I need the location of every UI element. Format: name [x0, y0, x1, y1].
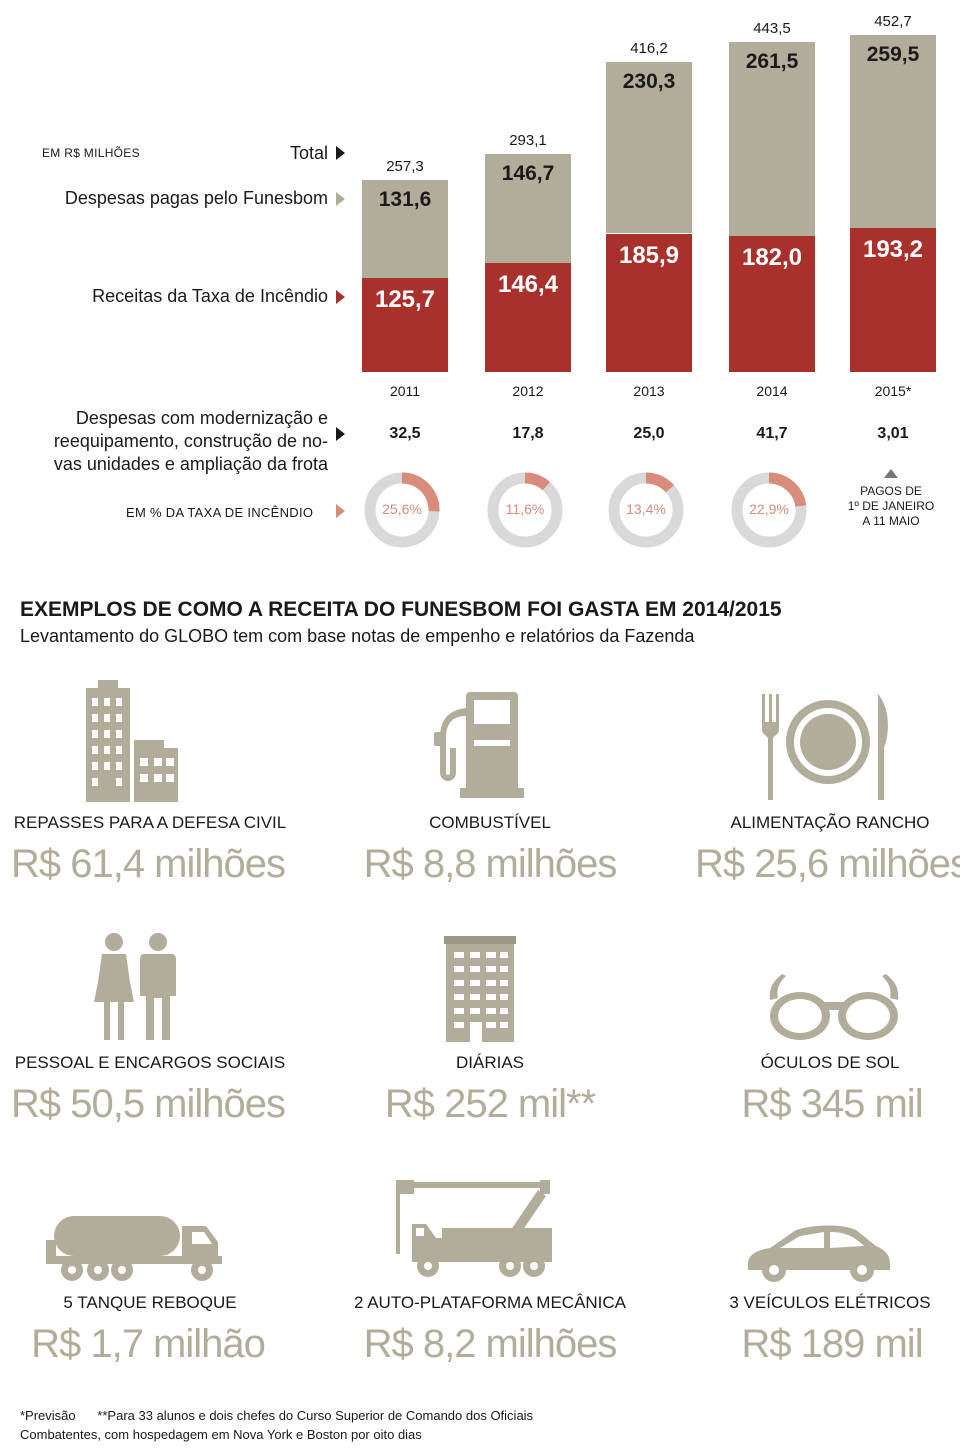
total-label-1: 293,1	[509, 131, 547, 149]
item-caption-alimentacao: ALIMENTAÇÃO RANCHO	[730, 813, 930, 832]
donut-1	[487, 472, 563, 548]
label-receitas-3: 182,0	[741, 244, 803, 272]
section-subtitle: Levantamento do GLOBO tem com base notas…	[20, 626, 695, 646]
pct-label-2: 13,4%	[626, 501, 666, 517]
modernizacao-value-4: 3,01	[877, 425, 909, 442]
item-caption-combustivel: COMBUSTÍVEL	[429, 813, 551, 832]
label-receitas-2: 185,9	[618, 241, 680, 269]
modernizacao-value-2: 25,0	[633, 425, 665, 442]
item-value-oculos: R$ 345 mil	[741, 1082, 923, 1126]
item-value-alimentacao: R$ 25,6 milhões	[694, 842, 960, 886]
buildings-icon	[86, 680, 178, 802]
item-value-tanque: R$ 1,7 milhão	[31, 1322, 266, 1366]
donut-slice-2	[608, 472, 684, 548]
despesas-arrow-icon	[336, 192, 345, 206]
item-caption-tanque: 5 TANQUE REBOQUE	[63, 1293, 237, 1312]
stacked-bar-chart: 131,6 125,7 257,3 2011 32,5 146,7 146,4 293,1 20…	[0, 0, 960, 560]
x-tick-4: 2015*	[874, 383, 912, 399]
item-value-veiculos: R$ 189 mil	[741, 1322, 923, 1366]
total-row-label: Total	[289, 143, 328, 163]
item-caption-oculos: ÓCULOS DE SOL	[760, 1053, 900, 1072]
modernizacao-label-2: reequipamento, construção de no-	[53, 431, 328, 451]
receitas-arrow-icon	[336, 290, 345, 304]
pct-arrow-icon	[336, 504, 345, 518]
item-value-combustivel: R$ 8,8 milhões	[363, 842, 618, 886]
label-despesas-1: 146,7	[501, 161, 555, 185]
bar-despesas-2	[606, 61, 692, 234]
bar-despesas-4	[850, 34, 936, 229]
plate-cutlery-icon	[762, 694, 888, 800]
modernizacao-arrow-icon	[336, 427, 345, 441]
section-title: EXEMPLOS DE COMO A RECEITA DO FUNESBOM F…	[20, 598, 782, 621]
total-label-2: 416,2	[630, 39, 668, 57]
item-value-diarias: R$ 252 mil**	[384, 1082, 596, 1126]
bar-receitas-1	[485, 262, 571, 372]
item-caption-repasses: REPASSES PARA A DEFESA CIVIL	[13, 813, 287, 832]
hotel-icon	[444, 936, 516, 1042]
label-despesas-0: 131,6	[378, 188, 432, 212]
bar-receitas-4	[850, 228, 936, 372]
modernizacao-value-0: 32,5	[389, 425, 421, 442]
modernizacao-label-1: Despesas com modernização e	[75, 408, 328, 428]
tanker-truck-icon	[46, 1216, 222, 1281]
receitas-row-label: Receitas da Taxa de Incêndio	[92, 286, 328, 306]
x-tick-0: 2011	[389, 383, 421, 399]
people-icon	[94, 933, 176, 1040]
item-value-pessoal: R$ 50,5 milhões	[10, 1082, 286, 1126]
donut-slice-0	[364, 472, 440, 548]
total-label-4: 452,7	[874, 12, 912, 30]
car-icon	[748, 1225, 890, 1282]
donut-0	[364, 472, 440, 548]
donut-2	[608, 472, 684, 548]
note-2015-line-2: 1º DE JANEIRO	[847, 499, 935, 513]
pct-label-1: 11,6%	[505, 501, 545, 517]
item-value-plataforma: R$ 8,2 milhões	[363, 1322, 618, 1366]
bar-despesas-3	[729, 41, 815, 237]
pct-label-3: 22,9%	[749, 501, 789, 517]
item-caption-plataforma: 2 AUTO-PLATAFORMA MECÂNICA	[353, 1293, 627, 1312]
total-label-3: 443,5	[753, 19, 791, 37]
bar-receitas-2	[606, 233, 692, 372]
x-tick-2: 2013	[633, 383, 665, 399]
label-receitas-1: 146,4	[497, 270, 559, 298]
note-2015: PAGOS DE 1º DE JANEIRO A 11 MAIO	[836, 484, 946, 529]
bar-despesas-1	[485, 153, 571, 263]
modernizacao-value-1: 17,8	[512, 425, 544, 442]
modernizacao-label-3: vas unidades e ampliação da frota	[53, 454, 328, 474]
note-2015-line-1: PAGOS DE	[860, 484, 922, 498]
bar-receitas-3	[729, 236, 815, 372]
x-tick-1: 2012	[512, 383, 544, 399]
unit-label: EM R$ MILHÕES	[42, 146, 140, 160]
bar-despesas-0	[362, 180, 448, 279]
total-arrow-icon	[336, 146, 345, 160]
label-receitas-4: 193,2	[862, 236, 924, 264]
pct-row-label: EM % DA TAXA DE INCÊNDIO	[126, 505, 314, 520]
item-caption-pessoal: PESSOAL E ENCARGOS SOCIAIS	[14, 1053, 286, 1072]
note-2015-line-3: A 11 MAIO	[862, 514, 920, 528]
item-caption-diarias: DIÁRIAS	[455, 1053, 525, 1072]
label-despesas-2: 230,3	[622, 69, 676, 93]
total-label-0: 257,3	[386, 158, 424, 176]
footnote-line-1: *Previsão **Para 33 alunos e dois chefes…	[20, 1408, 534, 1423]
label-despesas-4: 259,5	[866, 42, 920, 66]
item-caption-veiculos: 3 VEÍCULOS ELÉTRICOS	[729, 1293, 931, 1312]
donut-slice-3	[731, 472, 807, 548]
pct-label-0: 25,6%	[382, 501, 422, 517]
bar-receitas-0	[362, 278, 448, 372]
sunglasses-icon	[769, 974, 899, 1040]
item-value-repasses: R$ 61,4 milhões	[10, 842, 286, 886]
note-2015-up-arrow-icon	[884, 469, 898, 478]
fuel-pump-icon	[434, 692, 524, 798]
modernizacao-value-3: 41,7	[756, 425, 788, 442]
despesas-row-label: Despesas pagas pelo Funesbom	[64, 188, 328, 208]
x-tick-3: 2014	[756, 383, 788, 399]
donut-slice-1	[487, 472, 563, 548]
platform-truck-icon	[396, 1180, 552, 1277]
label-despesas-3: 261,5	[745, 49, 799, 73]
footnote-line-2: Combatentes, com hospedagem em Nova York…	[20, 1427, 422, 1442]
donut-3	[731, 472, 807, 548]
label-receitas-0: 125,7	[374, 286, 436, 314]
